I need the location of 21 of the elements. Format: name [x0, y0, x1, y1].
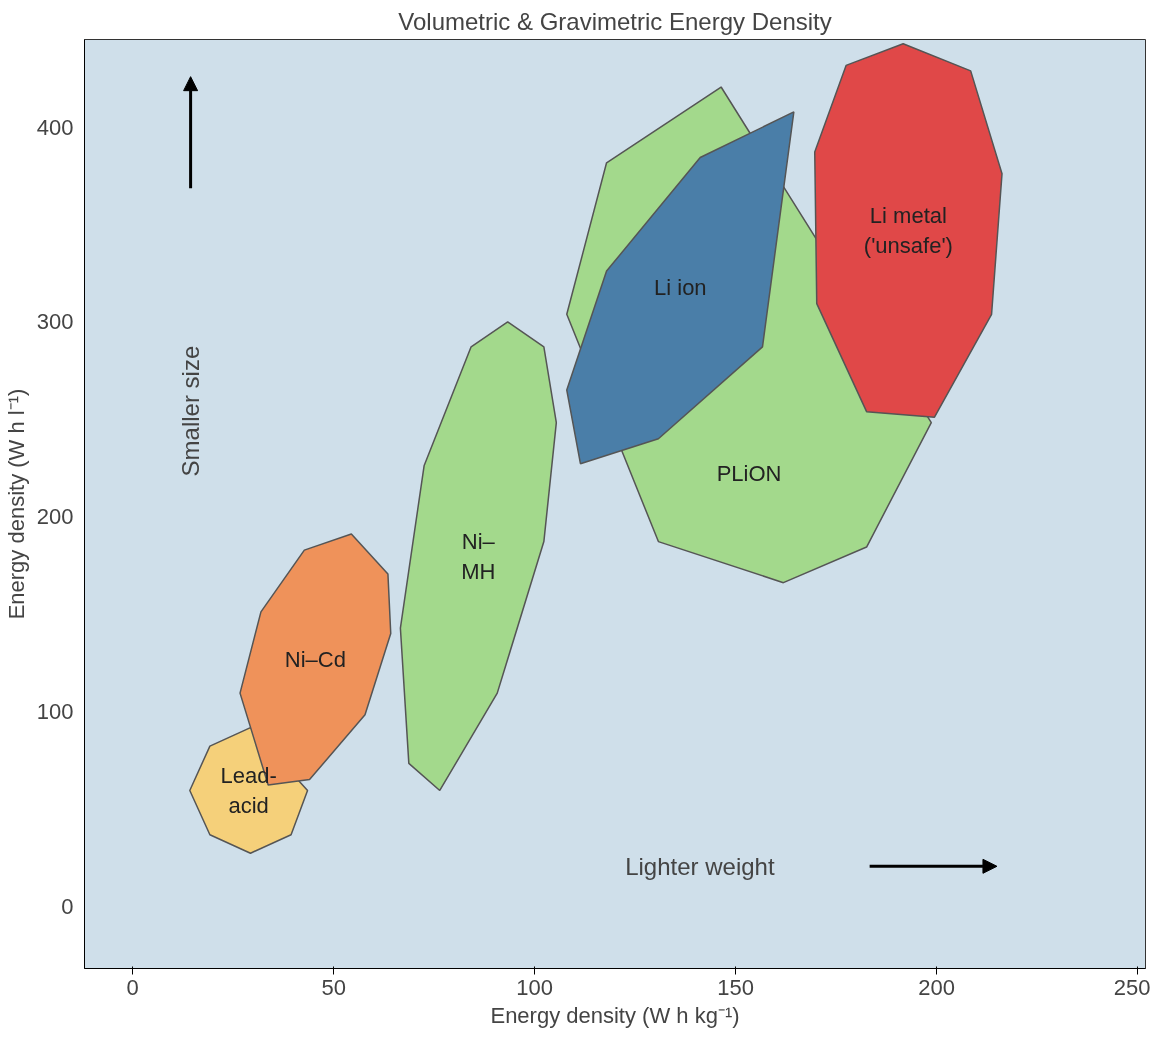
x-tick-label: 250 — [1113, 974, 1151, 1000]
x-tick-label: 0 — [126, 974, 139, 1000]
x-tick-label: 100 — [516, 974, 553, 1000]
series-label: Ni– MH — [461, 528, 496, 584]
y-tick-label: 400 — [36, 114, 74, 140]
x-tick-label: 200 — [918, 974, 955, 1000]
y-tick-label: 0 — [61, 893, 74, 919]
y-tick-label: 100 — [36, 698, 74, 724]
x-axis-title: Energy density (W h kg⁻¹) — [490, 1002, 740, 1028]
x-tick-label: 150 — [717, 974, 754, 1000]
annotation: Lighter weight — [625, 852, 775, 880]
series-label: Li metal ('unsafe') — [863, 202, 953, 258]
y-tick-label: 200 — [36, 504, 74, 530]
series-label: Li ion — [654, 275, 707, 301]
y-axis-title: Energy density (W h l⁻¹) — [3, 388, 29, 620]
annotation: Smaller size — [177, 345, 205, 477]
series-label: PLiON — [716, 461, 782, 487]
y-tick-label: 300 — [36, 309, 74, 335]
series-label: Ni–Cd — [284, 647, 346, 673]
chart-title: Volumetric & Gravimetric Energy Density — [398, 7, 832, 35]
x-tick-label: 50 — [321, 974, 346, 1000]
